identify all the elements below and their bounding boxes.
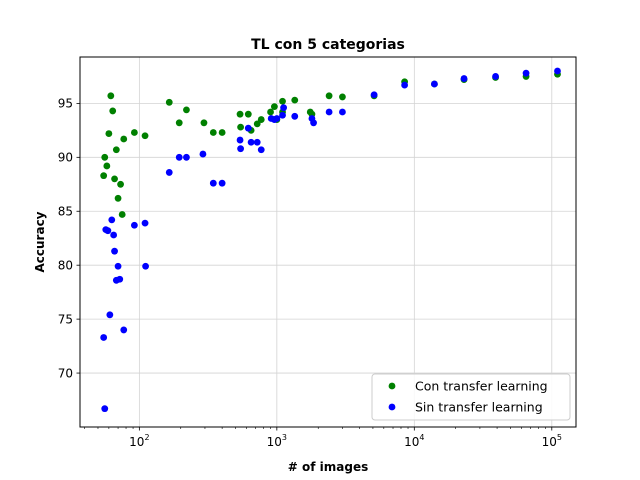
data-point [339,108,346,116]
data-point [279,97,286,105]
y-tick-label: 90 [58,151,73,165]
data-point [253,138,261,146]
data-point [401,81,409,89]
data-point [120,135,128,143]
data-point [175,119,183,127]
x-axis-label: # of images [288,460,368,474]
series-1 [100,67,561,413]
data-point [522,69,530,77]
data-point [244,124,252,132]
legend-marker-con-transfer [388,382,396,390]
grid-lines [80,57,576,427]
data-point [310,119,317,127]
data-point [114,194,122,202]
chart-title: TL con 5 categorias [251,37,405,53]
data-point [104,227,112,235]
data-point [554,67,561,75]
y-tick-label: 95 [58,97,73,111]
data-point [106,311,114,319]
data-point [112,146,120,154]
data-point [103,162,111,170]
data-point [236,110,244,118]
data-point [200,119,208,127]
legend-label-sin-transfer: Sin transfer learning [415,400,543,415]
data-point [325,92,333,100]
x-tick-label: 102 [129,433,149,449]
data-point [237,145,244,153]
data-point [108,216,116,224]
data-point [105,130,113,137]
legend-label-con-transfer: Con transfer learning [415,379,548,394]
data-point [116,275,124,283]
data-point [257,116,265,123]
legend-box [371,373,571,421]
data-point [165,169,173,176]
data-point [280,104,288,112]
data-point [460,75,468,82]
x-tick-label: 103 [267,433,287,449]
y-tick-label: 70 [58,366,73,380]
data-point [101,405,109,413]
data-point [109,107,117,115]
y-axis: 70 75 80 85 90 95 [58,97,80,380]
x-tick-label: 105 [542,433,562,449]
y-axis-label: Accuracy [33,211,47,272]
data-point [325,108,333,116]
data-point [244,110,252,118]
data-point [183,106,190,114]
y-tick-label: 80 [58,258,73,272]
data-point [120,326,128,334]
data-point [107,92,115,100]
data-point [218,129,226,136]
data-point [339,93,346,101]
data-point [271,103,278,111]
data-point [218,179,226,187]
data-point [183,153,190,161]
data-point [267,108,274,116]
data-point [101,153,109,161]
data-point [237,123,244,131]
data-point [253,120,261,128]
data-point [165,98,173,106]
data-point [273,115,281,122]
legend-marker-sin-transfer [388,403,396,411]
data-point [431,80,438,88]
data-point [257,146,265,154]
data-point [117,180,124,188]
data-point [175,153,183,161]
data-point [209,129,217,136]
data-point [110,231,118,239]
data-points [100,67,561,413]
data-point [141,219,149,227]
data-point [130,221,138,229]
x-axis: 102 103 104 105 [84,427,562,449]
data-point [118,211,126,218]
data-point [236,136,244,144]
data-point [114,262,122,270]
data-point [492,73,499,80]
legend: Con transfer learning Sin transfer learn… [371,373,571,421]
y-tick-label: 85 [58,205,73,219]
data-point [291,96,299,104]
data-point [279,111,286,119]
x-tick-label: 104 [404,433,424,449]
data-point [141,132,149,140]
data-point [370,91,378,99]
data-point [199,150,207,158]
y-tick-label: 75 [58,312,73,326]
data-point [291,112,299,120]
data-point [111,247,118,255]
data-point [111,175,118,183]
plot-frame [79,56,577,428]
data-point [130,129,138,136]
data-point [100,172,108,180]
data-point [100,334,108,341]
data-point [247,138,255,146]
data-point [209,179,217,187]
data-point [142,262,149,270]
